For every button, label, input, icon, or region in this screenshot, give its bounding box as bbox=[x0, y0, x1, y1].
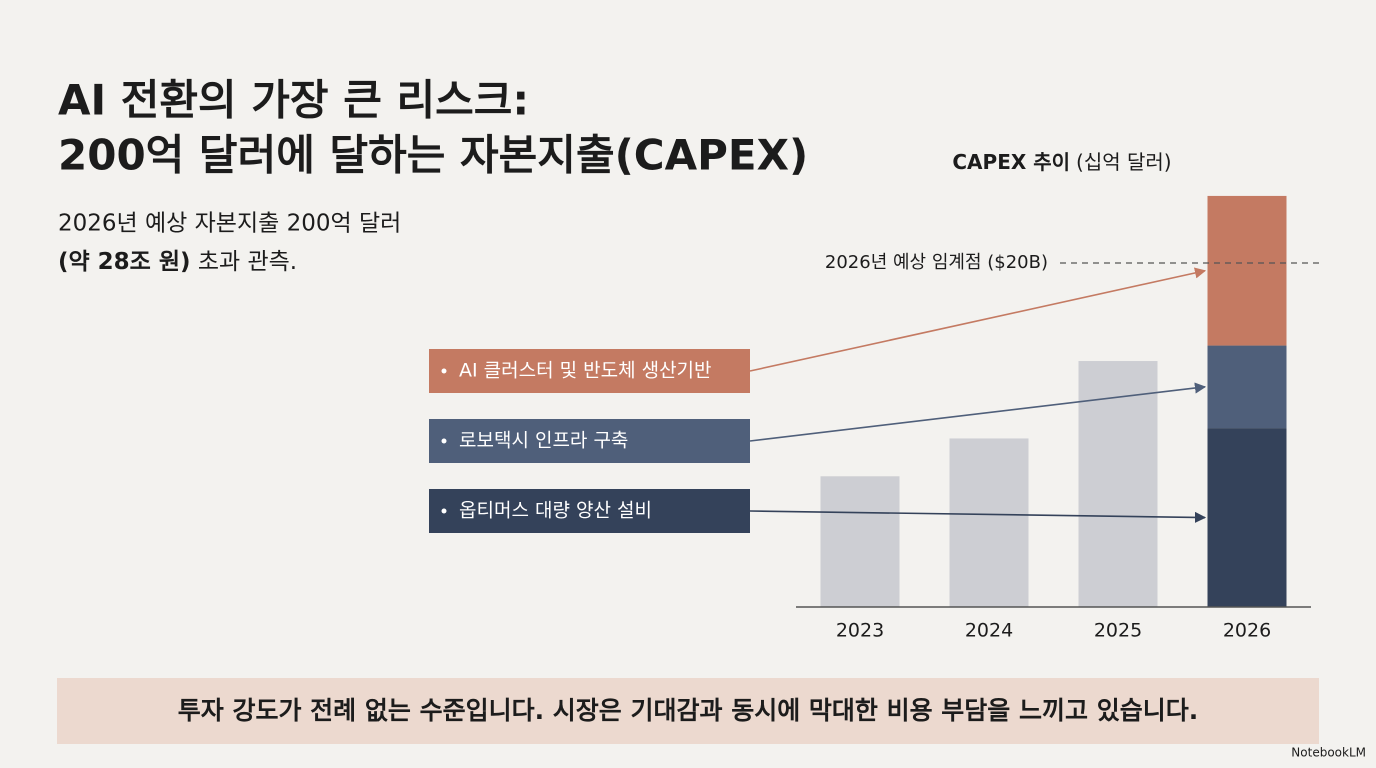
x-tick-label: 2023 bbox=[836, 620, 884, 642]
legend-box bbox=[429, 419, 750, 463]
bar-segment bbox=[1207, 195, 1287, 346]
legend-label: 로보택시 인프라 구축 bbox=[459, 430, 628, 452]
body-text: 2026년 예상 자본지출 200억 달러 bbox=[58, 211, 401, 237]
body-bold: (약 28조 원) bbox=[58, 249, 191, 275]
x-tick-label: 2026 bbox=[1223, 620, 1271, 642]
brand: NotebookLM bbox=[1291, 746, 1366, 760]
slide-title: AI 전환의 가장 큰 리스크: bbox=[58, 76, 529, 125]
legend-bullet bbox=[441, 508, 447, 514]
body-text: (약 28조 원) 초과 관측. bbox=[58, 249, 297, 275]
body-text: 초과 관측. bbox=[191, 249, 298, 275]
footer-banner bbox=[57, 678, 1319, 744]
legend-bullet bbox=[441, 368, 447, 374]
bar-segment bbox=[1207, 345, 1287, 429]
bar-segment bbox=[1078, 361, 1158, 607]
chart-title-main: CAPEX 추이 bbox=[952, 150, 1070, 174]
legend-box bbox=[429, 349, 750, 393]
bar-segment bbox=[820, 476, 900, 607]
chart-unit: (십억 달러) bbox=[1076, 150, 1172, 174]
bar-segment bbox=[949, 438, 1029, 607]
legend-box bbox=[429, 489, 750, 533]
slide-title: 200억 달러에 달하는 자본지출(CAPEX) bbox=[58, 131, 808, 180]
x-tick-label: 2025 bbox=[1094, 620, 1142, 642]
legend-bullet bbox=[441, 438, 447, 444]
chart-title: CAPEX 추이 (십억 달러) bbox=[952, 150, 1171, 174]
x-tick-label: 2024 bbox=[965, 620, 1013, 642]
legend-arrow bbox=[749, 267, 1207, 372]
legend-label: 옵티머스 대량 양산 설비 bbox=[459, 500, 652, 522]
legend-arrow bbox=[749, 382, 1207, 442]
legend-label: AI 클러스터 및 반도체 생산기반 bbox=[459, 360, 712, 382]
footer-text: 투자 강도가 전례 없는 수준입니다. 시장은 기대감과 동시에 막대한 비용 … bbox=[178, 696, 1198, 725]
bar-segment bbox=[1207, 428, 1287, 607]
threshold-label: 2026년 예상 임계점 ($20B) bbox=[825, 252, 1048, 273]
legend-arrow bbox=[749, 510, 1207, 524]
